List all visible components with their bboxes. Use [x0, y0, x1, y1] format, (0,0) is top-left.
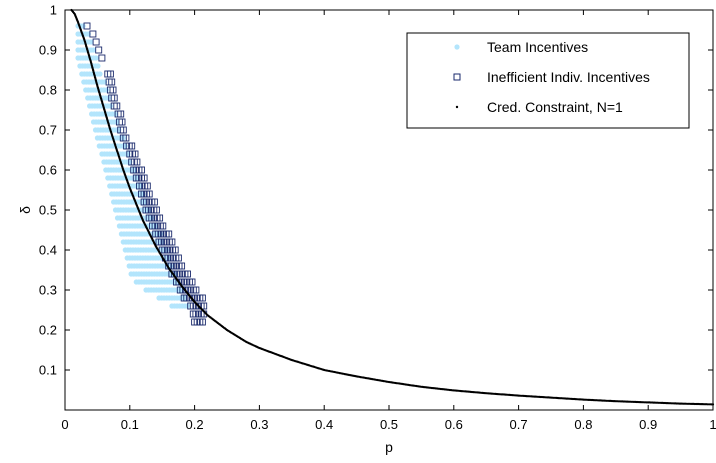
- indiv-incentives-point: [83, 22, 91, 30]
- x-tick-label: 0.2: [186, 417, 204, 432]
- indiv-incentives-point: [140, 174, 148, 182]
- legend-marker-team: [454, 44, 460, 50]
- y-tick-label: 0.5: [39, 203, 57, 218]
- team-incentives-point: [90, 47, 97, 53]
- indiv-incentives-point: [95, 46, 103, 54]
- indiv-incentives-point: [106, 70, 114, 78]
- indiv-incentives-point: [92, 38, 100, 46]
- x-tick-label: 0.4: [315, 417, 333, 432]
- team-incentives-point: [80, 23, 86, 29]
- indiv-incentives-point: [156, 214, 164, 222]
- y-axis-ticks: 0.1 0.2 0.3 0.4 0.5 0.6 0.7 0.8 0.9 1: [39, 3, 713, 378]
- y-tick-label: 0.8: [39, 83, 57, 98]
- x-tick-label: 0.9: [639, 417, 657, 432]
- x-axis-ticks: 0 0.1 0.2 0.3 0.4 0.5 0.6 0.7 0.8 0.9 1: [61, 10, 716, 432]
- indiv-incentives-point: [143, 182, 151, 190]
- y-tick-label: 0.9: [39, 43, 57, 58]
- y-tick-label: 1: [50, 3, 57, 18]
- indiv-incentives-point: [138, 166, 145, 174]
- indiv-incentives-point: [118, 118, 126, 126]
- indiv-incentives-point: [192, 286, 200, 294]
- indiv-incentives-point: [159, 222, 167, 230]
- indiv-incentives-point: [178, 262, 186, 270]
- x-tick-label: 0: [61, 417, 68, 432]
- indiv-incentives-point: [188, 278, 196, 286]
- x-tick-label: 1: [709, 417, 716, 432]
- legend: Team Incentives Inefficient Indiv. Incen…: [406, 32, 690, 129]
- indiv-incentives-point: [174, 254, 182, 262]
- x-tick-label: 0.3: [250, 417, 268, 432]
- indiv-incentives-point: [109, 86, 117, 94]
- y-tick-label: 0.6: [39, 163, 57, 178]
- indiv-incentives-point: [198, 294, 206, 302]
- y-tick-label: 0.1: [39, 363, 57, 378]
- indiv-incentives-point: [122, 134, 130, 142]
- team-incentives-point: [107, 103, 113, 109]
- y-tick-label: 0.3: [39, 283, 57, 298]
- indiv-incentives-point: [145, 190, 153, 198]
- indiv-incentives-point: [198, 318, 206, 326]
- x-tick-label: 0.1: [121, 417, 139, 432]
- indiv-incentives-point: [108, 78, 116, 86]
- y-tick-label: 0.4: [39, 243, 57, 258]
- indiv-incentives-point: [165, 230, 173, 238]
- y-axis-label: δ: [17, 206, 33, 214]
- x-tick-label: 0.5: [380, 417, 398, 432]
- cred-constraint-series: [70, 8, 715, 406]
- legend-label-cred: Cred. Constraint, N=1: [487, 99, 623, 115]
- x-tick-label: 0.6: [445, 417, 463, 432]
- legend-label-team: Team Incentives: [487, 39, 588, 55]
- x-axis-label: p: [385, 439, 393, 455]
- indiv-incentives-point: [110, 94, 118, 102]
- indiv-incentives-point: [117, 110, 125, 118]
- indiv-incentives-point: [200, 302, 208, 310]
- legend-label-indiv: Inefficient Indiv. Incentives: [487, 69, 650, 85]
- indiv-incentives-point: [89, 30, 97, 38]
- team-incentives-point: [95, 63, 101, 69]
- team-incentives-point: [93, 55, 99, 61]
- indiv-incentives-point: [150, 198, 158, 206]
- indiv-incentives-point: [184, 270, 191, 278]
- indiv-incentives-point: [113, 102, 121, 110]
- team-incentives-point: [97, 71, 103, 77]
- indiv-incentives-point: [119, 126, 127, 134]
- team-incentives-point: [88, 39, 94, 45]
- indiv-incentives-point: [168, 238, 176, 246]
- y-tick-label: 0.7: [39, 123, 57, 138]
- inefficient-indiv-incentives-series: [83, 22, 208, 326]
- indiv-incentives-point: [131, 150, 139, 158]
- indiv-incentives-point: [98, 54, 106, 62]
- indiv-incentives-point: [133, 158, 141, 166]
- legend-marker-cred: [455, 105, 459, 109]
- x-tick-label: 0.8: [574, 417, 592, 432]
- x-tick-label: 0.7: [510, 417, 528, 432]
- team-incentives-point: [103, 87, 110, 93]
- legend-marker-indiv: [453, 73, 461, 81]
- indiv-incentives-point: [152, 206, 160, 214]
- y-tick-label: 0.2: [39, 323, 57, 338]
- indiv-incentives-point: [171, 246, 179, 254]
- indiv-incentives-point: [128, 142, 136, 150]
